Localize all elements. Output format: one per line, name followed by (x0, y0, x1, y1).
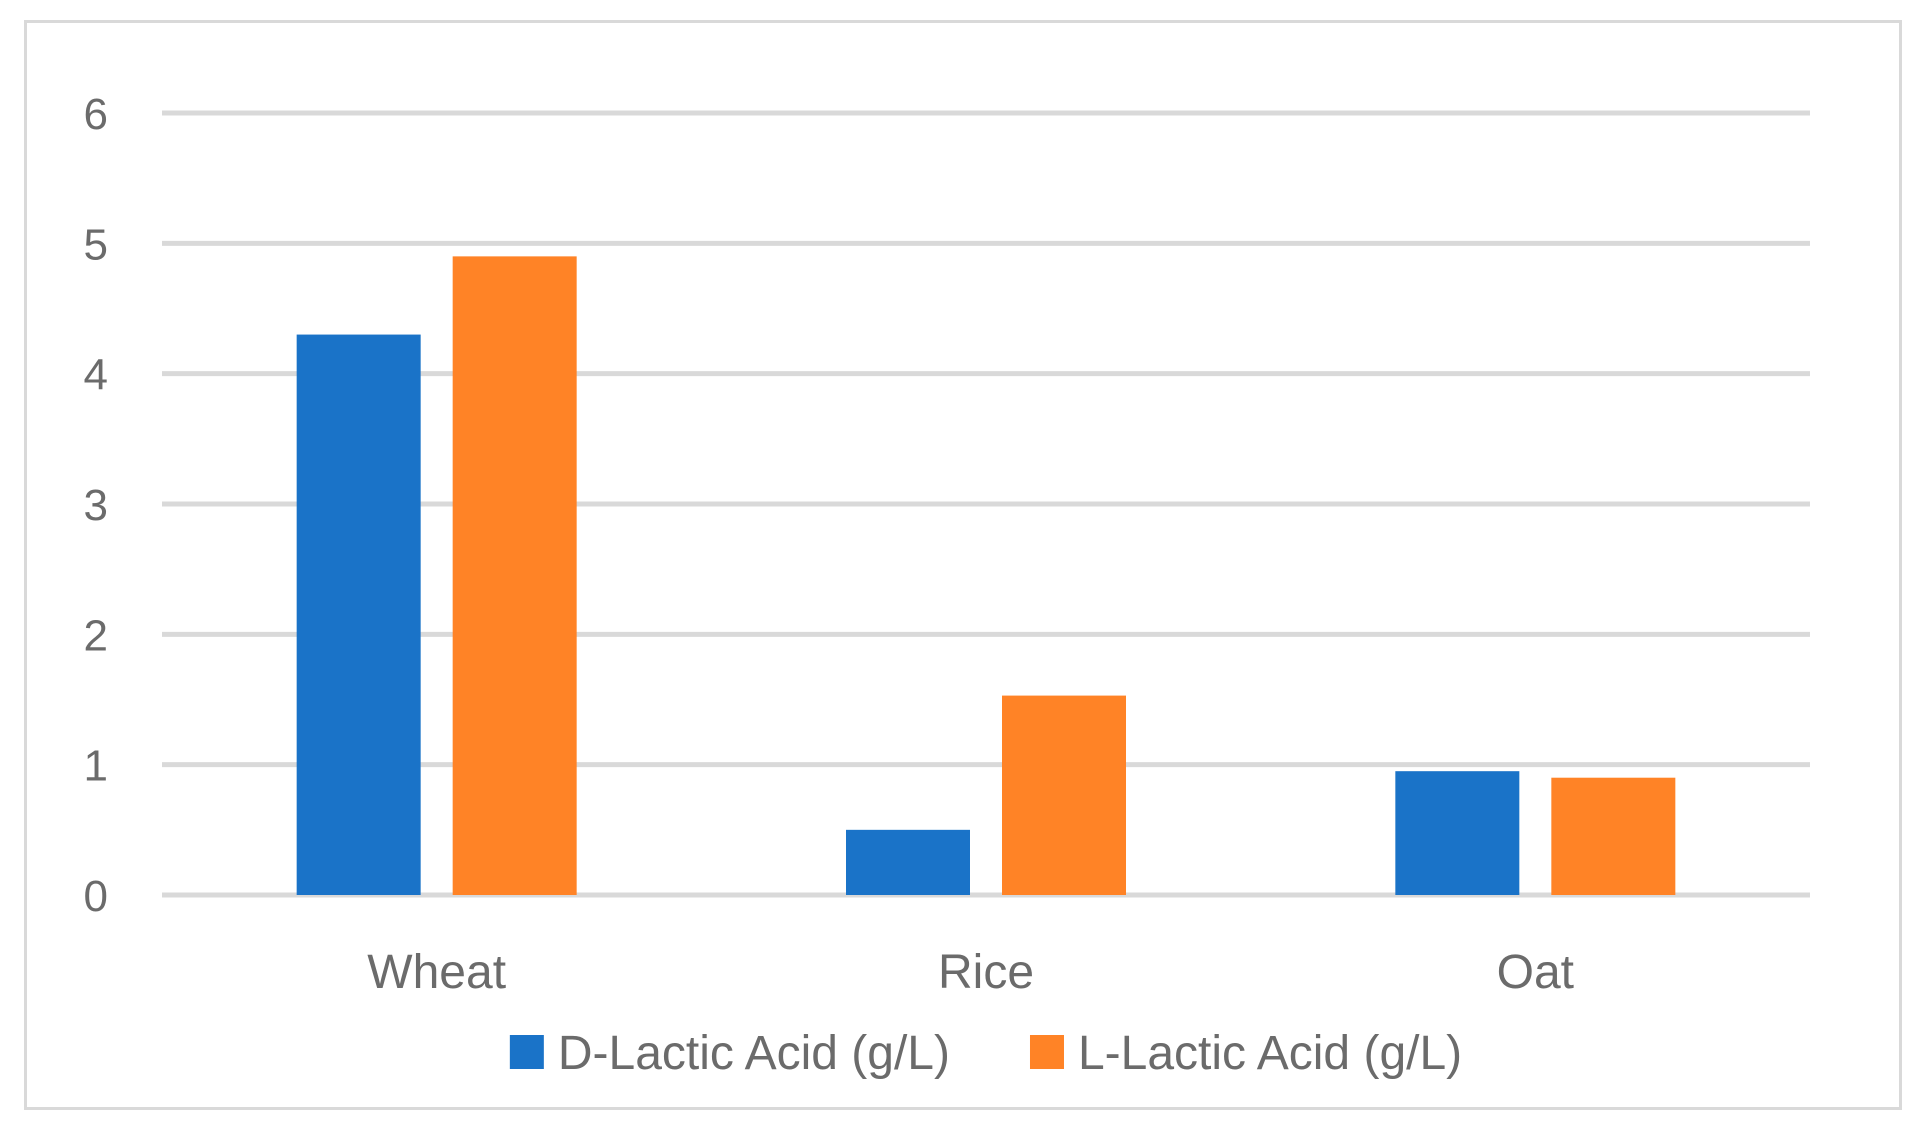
bar-rice-series-2 (1002, 695, 1126, 895)
bar-oat-series-2 (1551, 777, 1676, 895)
gridlines (162, 110, 1810, 898)
x-axis-category-labels: Wheat Rice Oat (367, 946, 1574, 999)
x-category-label-rice: Rice (938, 946, 1034, 999)
legend-item-2: L-Lactic Acid (g/L) (1029, 1027, 1462, 1080)
bar-wheat-series-2 (452, 256, 577, 895)
bars (296, 256, 1676, 896)
legend-label: L-Lactic Acid (g/L) (1078, 1027, 1462, 1080)
legend-swatch (509, 1035, 544, 1069)
legend-item-1: D-Lactic Acid (g/L) (509, 1027, 950, 1080)
x-category-label-oat: Oat (1497, 946, 1574, 999)
y-tick-label: 3 (84, 481, 108, 530)
legend-swatch (1029, 1035, 1064, 1069)
y-axis-tick-labels: 0 1 2 3 4 5 6 (84, 90, 108, 921)
bar-wheat-series-1 (296, 334, 421, 896)
y-tick-label: 0 (84, 872, 108, 921)
y-tick-label: 1 (84, 742, 108, 791)
y-tick-label: 6 (84, 90, 108, 139)
bar-oat-series-1 (1395, 771, 1520, 895)
legend-label: D-Lactic Acid (g/L) (558, 1027, 950, 1080)
y-tick-label: 2 (84, 611, 108, 660)
y-tick-label: 4 (84, 351, 108, 400)
x-category-label-wheat: Wheat (367, 946, 506, 999)
legend: D-Lactic Acid (g/L) L-Lactic Acid (g/L) (509, 1027, 1462, 1080)
y-tick-label: 5 (84, 220, 108, 269)
bar-rice-series-1 (846, 829, 970, 895)
